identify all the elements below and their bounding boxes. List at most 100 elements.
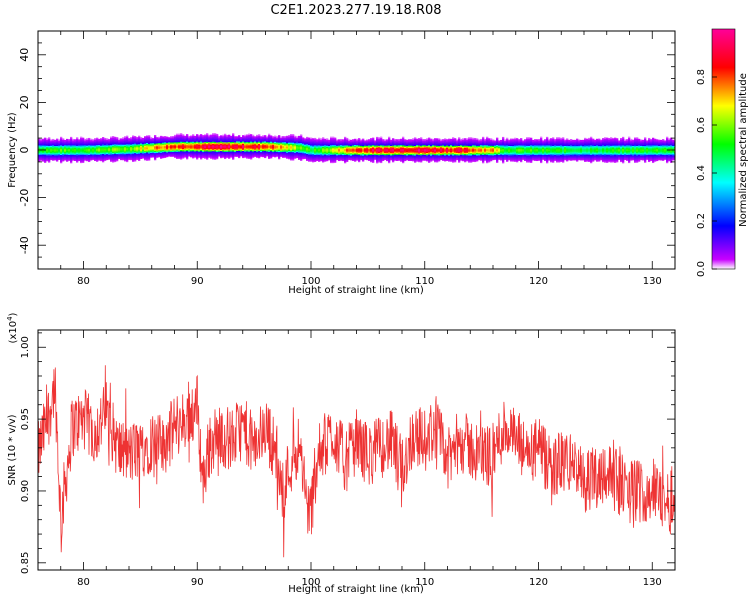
heatmap-cell xyxy=(240,153,243,156)
heatmap-cell xyxy=(74,146,77,148)
heatmap-cell xyxy=(86,145,89,147)
heatmap-cell xyxy=(392,141,395,144)
heatmap-cell xyxy=(324,139,327,142)
heatmap-cell xyxy=(490,143,493,145)
heatmap-cell xyxy=(540,141,543,143)
heatmap-cell xyxy=(58,148,61,151)
heatmap-cell xyxy=(48,142,51,144)
heatmap-cell xyxy=(70,157,73,159)
heatmap-cell xyxy=(142,145,145,147)
heatmap-cell xyxy=(78,142,81,145)
heatmap-cell xyxy=(188,147,191,150)
heatmap-cell xyxy=(142,152,145,154)
heatmap-cell xyxy=(404,159,407,162)
heatmap-cell xyxy=(100,154,103,157)
heatmap-cell xyxy=(228,134,231,137)
heatmap-cell xyxy=(180,142,183,145)
figure-title: C2E1.2023.277.19.18.R08 xyxy=(270,3,441,18)
heatmap-cell xyxy=(346,160,349,163)
heatmap-cell xyxy=(476,139,479,142)
heatmap-cell xyxy=(340,149,343,152)
heatmap-cell xyxy=(496,157,499,160)
heatmap-cell xyxy=(164,139,167,142)
heatmap-cell xyxy=(372,141,375,143)
heatmap-cell xyxy=(280,139,283,142)
heatmap-cell xyxy=(276,146,279,149)
heatmap-cell xyxy=(178,151,181,153)
heatmap-cell xyxy=(534,155,537,158)
heatmap-cell xyxy=(242,155,245,157)
heatmap-cell xyxy=(156,146,159,149)
heatmap-cell xyxy=(116,138,119,140)
heatmap-cell xyxy=(554,153,557,155)
heatmap-cell xyxy=(146,145,149,147)
heatmap-cell xyxy=(266,148,269,151)
heatmap-cell xyxy=(222,137,225,139)
heatmap-cell xyxy=(392,146,395,149)
heatmap-cell xyxy=(394,144,397,147)
heatmap-cell xyxy=(302,151,305,154)
heatmap-cell xyxy=(390,140,393,143)
heatmap-cell xyxy=(478,141,481,144)
heatmap-cell xyxy=(508,145,511,148)
heatmap-cell xyxy=(240,138,243,140)
heatmap-cell xyxy=(316,152,319,154)
heatmap-cell xyxy=(250,144,253,147)
heatmap-cell xyxy=(206,157,209,159)
heatmap-cell xyxy=(492,146,495,149)
heatmap-cell xyxy=(496,154,499,156)
heatmap-cell xyxy=(316,157,319,159)
heatmap-cell xyxy=(142,142,145,145)
heatmap-cell xyxy=(144,157,147,160)
heatmap-cell xyxy=(480,152,483,154)
heatmap-cell xyxy=(472,139,475,141)
heatmap-cell xyxy=(464,148,467,151)
heatmap-cell xyxy=(416,151,419,154)
heatmap-cell xyxy=(156,145,159,148)
heatmap-cell xyxy=(380,140,383,142)
heatmap-cell xyxy=(474,159,477,161)
heatmap-cell xyxy=(142,139,145,141)
heatmap-cell xyxy=(378,137,381,139)
heatmap-cell xyxy=(48,151,51,154)
heatmap-cell xyxy=(80,141,83,143)
heatmap-cell xyxy=(494,141,497,144)
heatmap-cell xyxy=(180,144,183,147)
heatmap-cell xyxy=(244,154,247,157)
heatmap-cell xyxy=(352,146,355,148)
heatmap-cell xyxy=(288,156,291,159)
heatmap-cell xyxy=(294,135,297,138)
heatmap-cell xyxy=(476,159,479,162)
heatmap-cell xyxy=(492,151,495,154)
heatmap-cell xyxy=(532,149,535,151)
heatmap-cell xyxy=(378,138,381,140)
heatmap-cell xyxy=(552,148,555,150)
heatmap-cell xyxy=(362,146,365,149)
heatmap-cell xyxy=(232,149,235,152)
heatmap-cell xyxy=(182,145,185,147)
heatmap-cell xyxy=(42,139,45,142)
heatmap-cell xyxy=(352,152,355,154)
heatmap-cell xyxy=(480,148,483,150)
heatmap-cell xyxy=(250,158,253,160)
heatmap-cell xyxy=(550,141,553,144)
heatmap-cell xyxy=(236,152,239,155)
heatmap-cell xyxy=(528,150,531,152)
heatmap-cell xyxy=(64,154,67,156)
heatmap-cell xyxy=(404,140,407,143)
heatmap-cell xyxy=(542,146,545,148)
heatmap-cell xyxy=(516,157,519,159)
heatmap-cell xyxy=(432,156,435,159)
heatmap-cell xyxy=(398,143,401,146)
heatmap-cell xyxy=(452,140,455,143)
heatmap-cell xyxy=(356,138,359,141)
heatmap-cell xyxy=(320,141,323,144)
heatmap-cell xyxy=(336,156,339,158)
heatmap-cell xyxy=(132,140,135,142)
heatmap-cell xyxy=(370,138,373,140)
heatmap-cell xyxy=(86,150,89,152)
heatmap-cell xyxy=(198,146,201,149)
heatmap-cell xyxy=(60,149,63,152)
heatmap-cell xyxy=(336,153,339,156)
heatmap-cell xyxy=(120,146,123,149)
